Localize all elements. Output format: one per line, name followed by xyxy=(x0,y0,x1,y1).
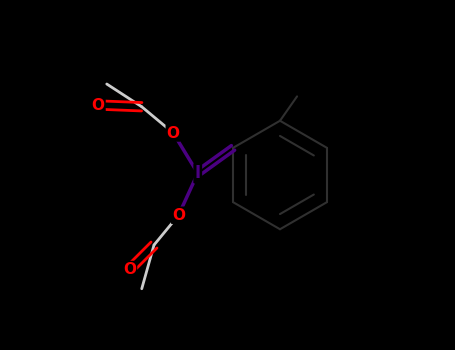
Text: O: O xyxy=(167,126,180,140)
Text: O: O xyxy=(172,208,185,223)
Text: O: O xyxy=(123,262,136,277)
Text: I: I xyxy=(195,164,201,182)
Text: O: O xyxy=(91,98,105,112)
